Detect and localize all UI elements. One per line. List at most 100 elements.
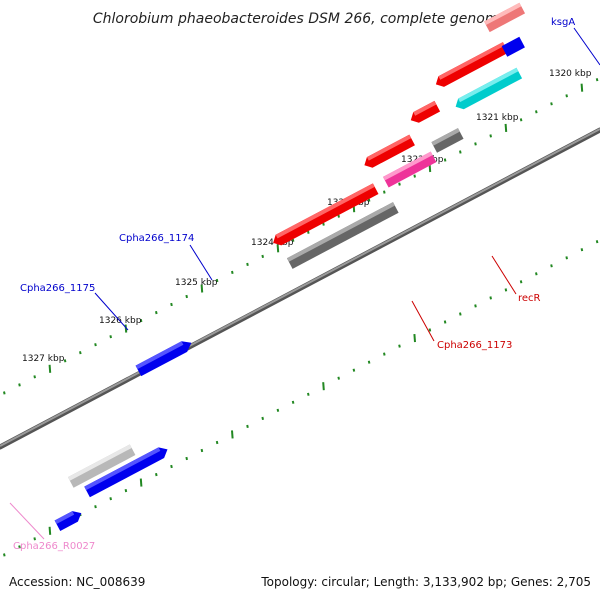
tick-label-1321: 1321 kbp	[476, 113, 519, 123]
minor-tick	[139, 318, 143, 323]
minor-tick	[413, 174, 416, 178]
minor-tick	[489, 296, 492, 300]
minor-tick	[519, 118, 523, 122]
major-tick	[48, 526, 52, 535]
minor-tick	[33, 375, 36, 379]
callout-1174	[189, 244, 213, 281]
outer-tick-row	[3, 78, 599, 395]
gene-red-3[interactable]	[408, 100, 441, 126]
gene-labels: ksgA Cpha266_1174 Cpha266_1175 recR Cpha…	[13, 17, 575, 552]
minor-tick	[580, 248, 584, 252]
gene-ksgA[interactable]	[484, 2, 526, 33]
minor-tick	[398, 182, 401, 186]
minor-tick	[79, 351, 82, 355]
minor-tick	[504, 288, 508, 292]
minor-tick	[565, 256, 568, 260]
major-tick	[580, 83, 584, 92]
callout-recR	[491, 255, 517, 295]
minor-tick	[337, 214, 340, 218]
minor-tick	[291, 400, 295, 404]
minor-tick	[185, 294, 188, 299]
gene-cpha266-1174[interactable]	[135, 337, 195, 377]
major-tick	[139, 478, 143, 487]
minor-tick	[3, 553, 6, 557]
gene-grey-2[interactable]	[431, 128, 464, 153]
tick-label-1324: 1324 kbp	[251, 238, 294, 248]
gene-red-1[interactable]	[270, 183, 379, 248]
label-cpha266-1174[interactable]: Cpha266_1174	[119, 233, 194, 244]
callout-1173	[411, 300, 435, 342]
tick-label-1327: 1327 kbp	[22, 354, 65, 364]
minor-tick	[124, 488, 128, 493]
minor-tick	[428, 328, 432, 332]
gene-blue-long[interactable]	[84, 444, 170, 498]
label-cpha266-1175[interactable]: Cpha266_1175	[20, 283, 95, 294]
label-cpha266-r0027[interactable]: Cpha266_R0027	[13, 541, 95, 552]
minor-tick	[261, 416, 264, 421]
minor-tick	[63, 359, 67, 363]
minor-tick	[443, 158, 447, 162]
minor-tick	[231, 270, 234, 275]
minor-tick	[595, 240, 599, 244]
minor-tick	[337, 376, 340, 380]
minor-tick	[535, 272, 538, 276]
minor-tick	[185, 456, 188, 461]
minor-tick	[246, 424, 249, 429]
minor-tick	[550, 264, 553, 268]
minor-tick	[322, 222, 325, 226]
minor-tick	[18, 545, 21, 549]
minor-tick	[443, 320, 447, 324]
accession-text: Accession: NC_008639	[9, 575, 145, 589]
minor-tick	[18, 383, 21, 387]
minor-tick	[307, 392, 310, 396]
gene-cpha266-1175[interactable]	[67, 444, 136, 488]
minor-tick	[459, 312, 462, 316]
genome-stats-text: Topology: circular; Length: 3,133,902 bp…	[260, 575, 591, 589]
major-tick	[504, 123, 508, 132]
minor-tick	[3, 391, 6, 395]
minor-tick	[94, 343, 97, 347]
minor-tick	[550, 102, 553, 106]
minor-tick	[398, 344, 401, 348]
minor-tick	[489, 134, 492, 138]
callout-1175	[94, 292, 129, 331]
minor-tick	[246, 262, 249, 267]
minor-tick	[155, 310, 158, 315]
minor-tick	[261, 254, 264, 259]
minor-tick	[535, 110, 538, 114]
gene-cyan[interactable]	[453, 67, 523, 112]
major-tick	[413, 334, 416, 343]
gene-recR[interactable]	[383, 151, 437, 188]
minor-tick	[215, 278, 219, 283]
gene-blue-small[interactable]	[54, 508, 84, 532]
genome-backbone	[0, 127, 600, 450]
minor-tick	[109, 497, 112, 501]
label-cpha266-1173[interactable]: Cpha266_1173	[437, 340, 512, 351]
minor-tick	[170, 302, 173, 307]
gene-red-2[interactable]	[362, 134, 415, 171]
minor-tick	[200, 448, 204, 453]
callout-R0027	[9, 502, 45, 540]
label-ksgA[interactable]: ksgA	[551, 17, 575, 28]
minor-tick	[170, 464, 173, 469]
minor-tick	[291, 238, 295, 242]
gene-red-4[interactable]	[433, 42, 509, 90]
major-tick	[48, 364, 52, 373]
minor-tick	[565, 94, 568, 98]
minor-tick	[367, 198, 371, 202]
minor-tick	[474, 304, 477, 308]
major-tick	[276, 244, 280, 253]
gene-blue-right[interactable]	[501, 36, 525, 57]
minor-tick	[383, 352, 386, 356]
minor-tick	[459, 150, 462, 154]
minor-tick	[94, 505, 97, 509]
tick-label-1320: 1320 kbp	[549, 69, 592, 79]
gene-features	[54, 2, 526, 532]
major-tick	[322, 382, 325, 391]
tick-labels: 1320 kbp 1321 kbp 1322 kbp 1323 kbp 1324…	[22, 69, 592, 364]
minor-tick	[367, 360, 371, 364]
gene-cpha266-1173[interactable]	[286, 202, 399, 269]
label-recR[interactable]: recR	[518, 293, 541, 304]
major-tick	[231, 430, 234, 439]
tick-label-1325: 1325 kbp	[175, 278, 218, 288]
